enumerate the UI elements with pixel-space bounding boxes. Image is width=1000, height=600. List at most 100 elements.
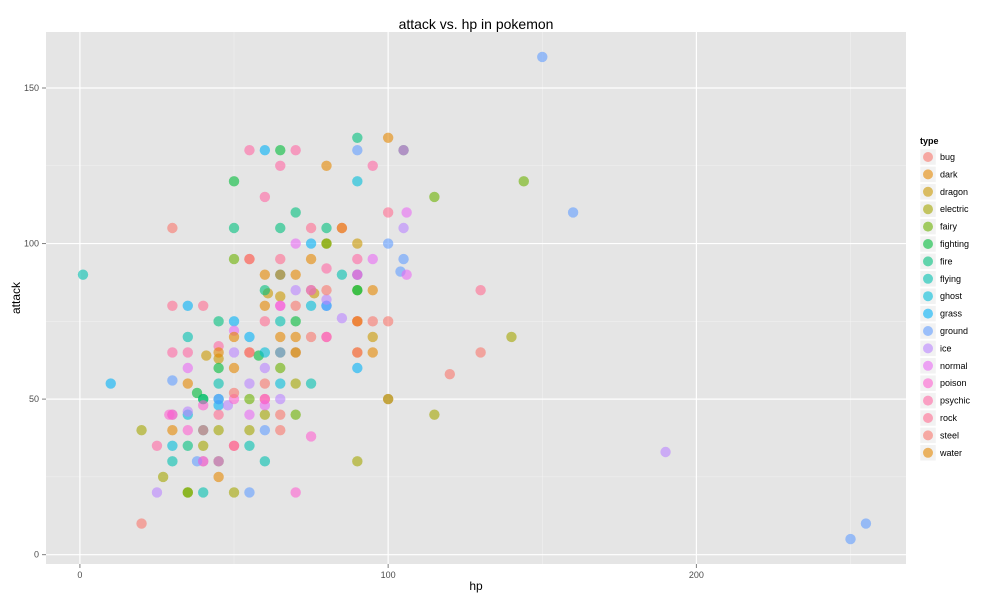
data-point-fairy xyxy=(290,409,301,420)
data-point-electric xyxy=(136,425,147,436)
data-point-normal xyxy=(182,362,193,374)
legend-label-bug: bug xyxy=(940,152,955,162)
legend-label-flying: flying xyxy=(940,274,961,284)
data-point-rock xyxy=(259,316,271,327)
data-point-ground xyxy=(352,145,363,156)
legend-marker-flying xyxy=(923,273,933,284)
data-point-normal xyxy=(244,409,255,420)
legend-label-ghost: ghost xyxy=(940,291,963,301)
data-point-electric xyxy=(213,425,224,436)
data-point-grass xyxy=(105,378,116,389)
data-point-poison xyxy=(321,331,332,343)
y-axis-label: attack xyxy=(9,281,23,314)
x-tick-label: 100 xyxy=(381,570,396,580)
data-point-dark xyxy=(382,132,394,143)
data-point-psychic xyxy=(182,347,193,358)
legend-marker-grass xyxy=(923,308,933,319)
data-point-ghost xyxy=(167,440,178,451)
legend-marker-bug xyxy=(923,152,933,162)
data-point-fire xyxy=(321,222,332,234)
data-point-flying xyxy=(305,378,317,389)
data-point-ghost xyxy=(352,176,363,187)
data-point-dark xyxy=(228,362,240,374)
data-point-electric xyxy=(259,409,271,420)
data-point-ground xyxy=(398,253,409,265)
y-tick-label: 0 xyxy=(34,550,39,560)
data-point-normal xyxy=(290,238,301,249)
data-point-ice xyxy=(398,222,409,234)
data-point-fairy xyxy=(275,362,286,374)
data-point-electric xyxy=(198,440,209,451)
data-point-steel xyxy=(167,222,178,234)
data-point-psychic xyxy=(244,145,255,156)
data-point-ground xyxy=(567,207,579,218)
data-point-flying xyxy=(167,456,178,467)
data-point-flying xyxy=(275,316,286,327)
data-point-rock xyxy=(275,253,286,265)
data-point-dragon xyxy=(290,347,301,358)
data-points xyxy=(77,51,872,545)
data-point-fire xyxy=(182,440,193,451)
data-point-rock xyxy=(382,207,394,218)
data-point-water xyxy=(290,331,301,343)
data-point-ground xyxy=(244,487,255,498)
axis-ticks: 0 100 200 0 50 100 150 xyxy=(24,83,704,580)
data-point-poison xyxy=(259,393,271,405)
data-point-flying xyxy=(182,331,193,343)
data-point-water xyxy=(305,253,317,265)
legend-label-steel: steel xyxy=(940,430,959,440)
data-point-fairy xyxy=(429,191,440,203)
data-point-normal xyxy=(398,145,409,156)
data-point-flying xyxy=(259,456,271,467)
data-point-dragon xyxy=(352,238,363,249)
data-point-bug xyxy=(136,518,147,529)
data-point-ice xyxy=(275,393,286,405)
data-point-psychic xyxy=(352,253,363,265)
data-point-rock xyxy=(475,285,486,296)
data-point-water xyxy=(213,347,224,358)
data-point-fire xyxy=(213,316,224,327)
data-point-psychic xyxy=(275,160,286,171)
x-tick-label: 200 xyxy=(689,570,704,580)
data-point-poison xyxy=(182,425,193,436)
data-point-rock xyxy=(305,222,317,234)
data-point-ghost xyxy=(305,300,317,311)
gridlines xyxy=(46,32,906,564)
legend-label-grass: grass xyxy=(940,309,963,319)
data-point-poison xyxy=(352,269,363,280)
data-point-steel xyxy=(198,425,209,436)
legend-marker-water xyxy=(923,447,933,458)
legend-label-rock: rock xyxy=(940,413,958,423)
legend-marker-ground xyxy=(923,326,933,336)
data-point-psychic xyxy=(228,440,240,451)
data-point-poison xyxy=(164,409,175,420)
data-point-ice xyxy=(151,487,163,498)
data-point-water xyxy=(367,285,378,296)
legend-marker-fire xyxy=(923,256,933,267)
legend-label-psychic: psychic xyxy=(940,396,971,406)
legend-label-fighting: fighting xyxy=(940,239,969,249)
data-point-fighting xyxy=(213,362,224,374)
data-point-steel xyxy=(321,285,332,296)
data-point-ground xyxy=(259,425,271,436)
data-point-fire xyxy=(275,222,286,234)
data-point-psychic xyxy=(151,440,163,451)
legend-label-ice: ice xyxy=(940,343,952,353)
legend-marker-dragon xyxy=(923,186,933,197)
data-point-fighting xyxy=(352,285,363,296)
data-point-fire xyxy=(352,132,363,143)
data-point-dragon xyxy=(201,350,212,361)
data-point-steel xyxy=(382,316,394,327)
data-point-bug xyxy=(275,409,286,420)
data-point-bug xyxy=(475,347,486,358)
data-point-fairy xyxy=(182,487,193,498)
legend-label-water: water xyxy=(939,448,962,458)
data-point-dark xyxy=(259,269,271,280)
data-point-water xyxy=(336,222,348,234)
legend-marker-electric xyxy=(923,204,933,215)
data-point-flying xyxy=(336,269,348,280)
data-point-electric xyxy=(244,425,255,436)
data-point-flying xyxy=(213,378,224,389)
data-point-ice xyxy=(321,294,332,305)
